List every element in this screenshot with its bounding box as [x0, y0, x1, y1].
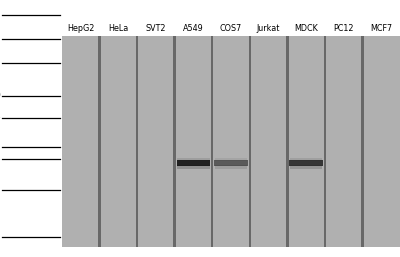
Text: MCF7: MCF7: [370, 24, 392, 33]
Text: 130: 130: [0, 35, 1, 44]
Text: PC12: PC12: [334, 24, 354, 33]
Text: SVT2: SVT2: [146, 24, 166, 33]
Bar: [214, 160, 248, 166]
Text: 25: 25: [0, 185, 1, 195]
Text: 170: 170: [0, 10, 1, 19]
Bar: [211, 36, 214, 247]
Bar: [361, 36, 364, 247]
Text: HeLa: HeLa: [108, 24, 128, 33]
Bar: [215, 164, 247, 169]
Bar: [62, 36, 400, 247]
Text: 100: 100: [0, 59, 1, 68]
Bar: [98, 36, 101, 247]
Bar: [290, 164, 322, 169]
Text: 35: 35: [0, 155, 1, 164]
Text: 55: 55: [0, 113, 1, 122]
Text: 40: 40: [0, 142, 1, 151]
Bar: [215, 158, 247, 161]
Text: 15: 15: [0, 232, 1, 241]
Bar: [177, 164, 210, 169]
Bar: [324, 36, 326, 247]
Text: HepG2: HepG2: [67, 24, 94, 33]
Text: Jurkat: Jurkat: [257, 24, 280, 33]
Bar: [290, 158, 322, 161]
Text: A549: A549: [183, 24, 204, 33]
Text: MDCK: MDCK: [294, 24, 318, 33]
Bar: [174, 36, 176, 247]
Bar: [289, 160, 323, 166]
Bar: [286, 36, 288, 247]
Bar: [136, 36, 138, 247]
Bar: [177, 158, 210, 161]
Text: 70: 70: [0, 91, 1, 100]
Bar: [176, 160, 210, 166]
Bar: [248, 36, 251, 247]
Text: COS7: COS7: [220, 24, 242, 33]
